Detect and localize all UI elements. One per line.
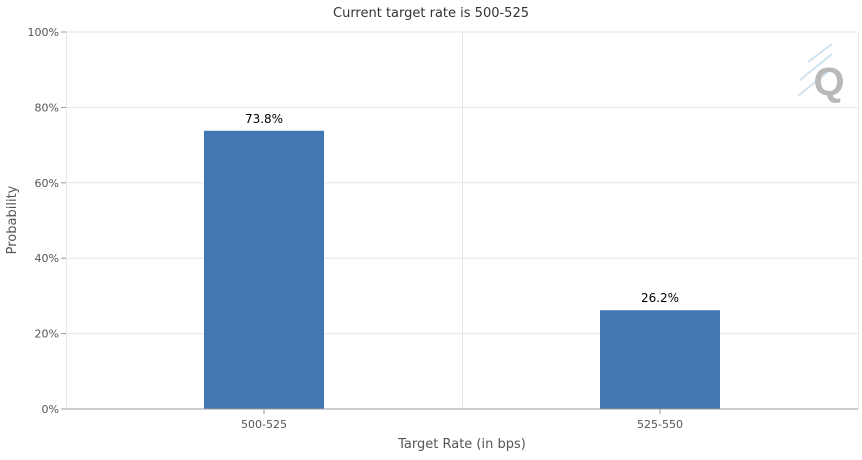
y-tick-label: 80% bbox=[35, 101, 59, 114]
y-axis-ticks: 0% 20% 40% 60% 80% 100% bbox=[28, 26, 66, 416]
watermark-logo: Q bbox=[797, 43, 845, 104]
x-axis-ticks: 500-525 525-550 bbox=[241, 409, 683, 431]
bar-525-550[interactable] bbox=[600, 310, 720, 409]
bars bbox=[204, 130, 720, 410]
watermark-letter: Q bbox=[813, 60, 844, 104]
y-tick-label: 0% bbox=[42, 403, 59, 416]
data-label: 73.8% bbox=[245, 112, 283, 126]
chart-title: Current target rate is 500-525 bbox=[333, 6, 529, 21]
y-tick-label: 60% bbox=[35, 177, 59, 190]
data-labels: 73.8% 26.2% bbox=[245, 112, 679, 305]
watermark-stripe bbox=[799, 53, 833, 81]
x-tick-label: 525-550 bbox=[637, 418, 683, 431]
data-label: 26.2% bbox=[641, 291, 679, 305]
x-axis-title: Target Rate (in bps) bbox=[397, 437, 526, 452]
x-tick-label: 500-525 bbox=[241, 418, 287, 431]
watermark-stripe bbox=[807, 43, 833, 63]
y-axis-title: Probability bbox=[5, 185, 20, 254]
bar-500-525[interactable] bbox=[204, 130, 324, 410]
y-tick-label: 40% bbox=[35, 252, 59, 265]
gridlines bbox=[66, 31, 859, 409]
y-tick-label: 20% bbox=[35, 328, 59, 341]
watermark-stripe bbox=[797, 69, 831, 97]
y-tick-label: 100% bbox=[28, 26, 59, 39]
